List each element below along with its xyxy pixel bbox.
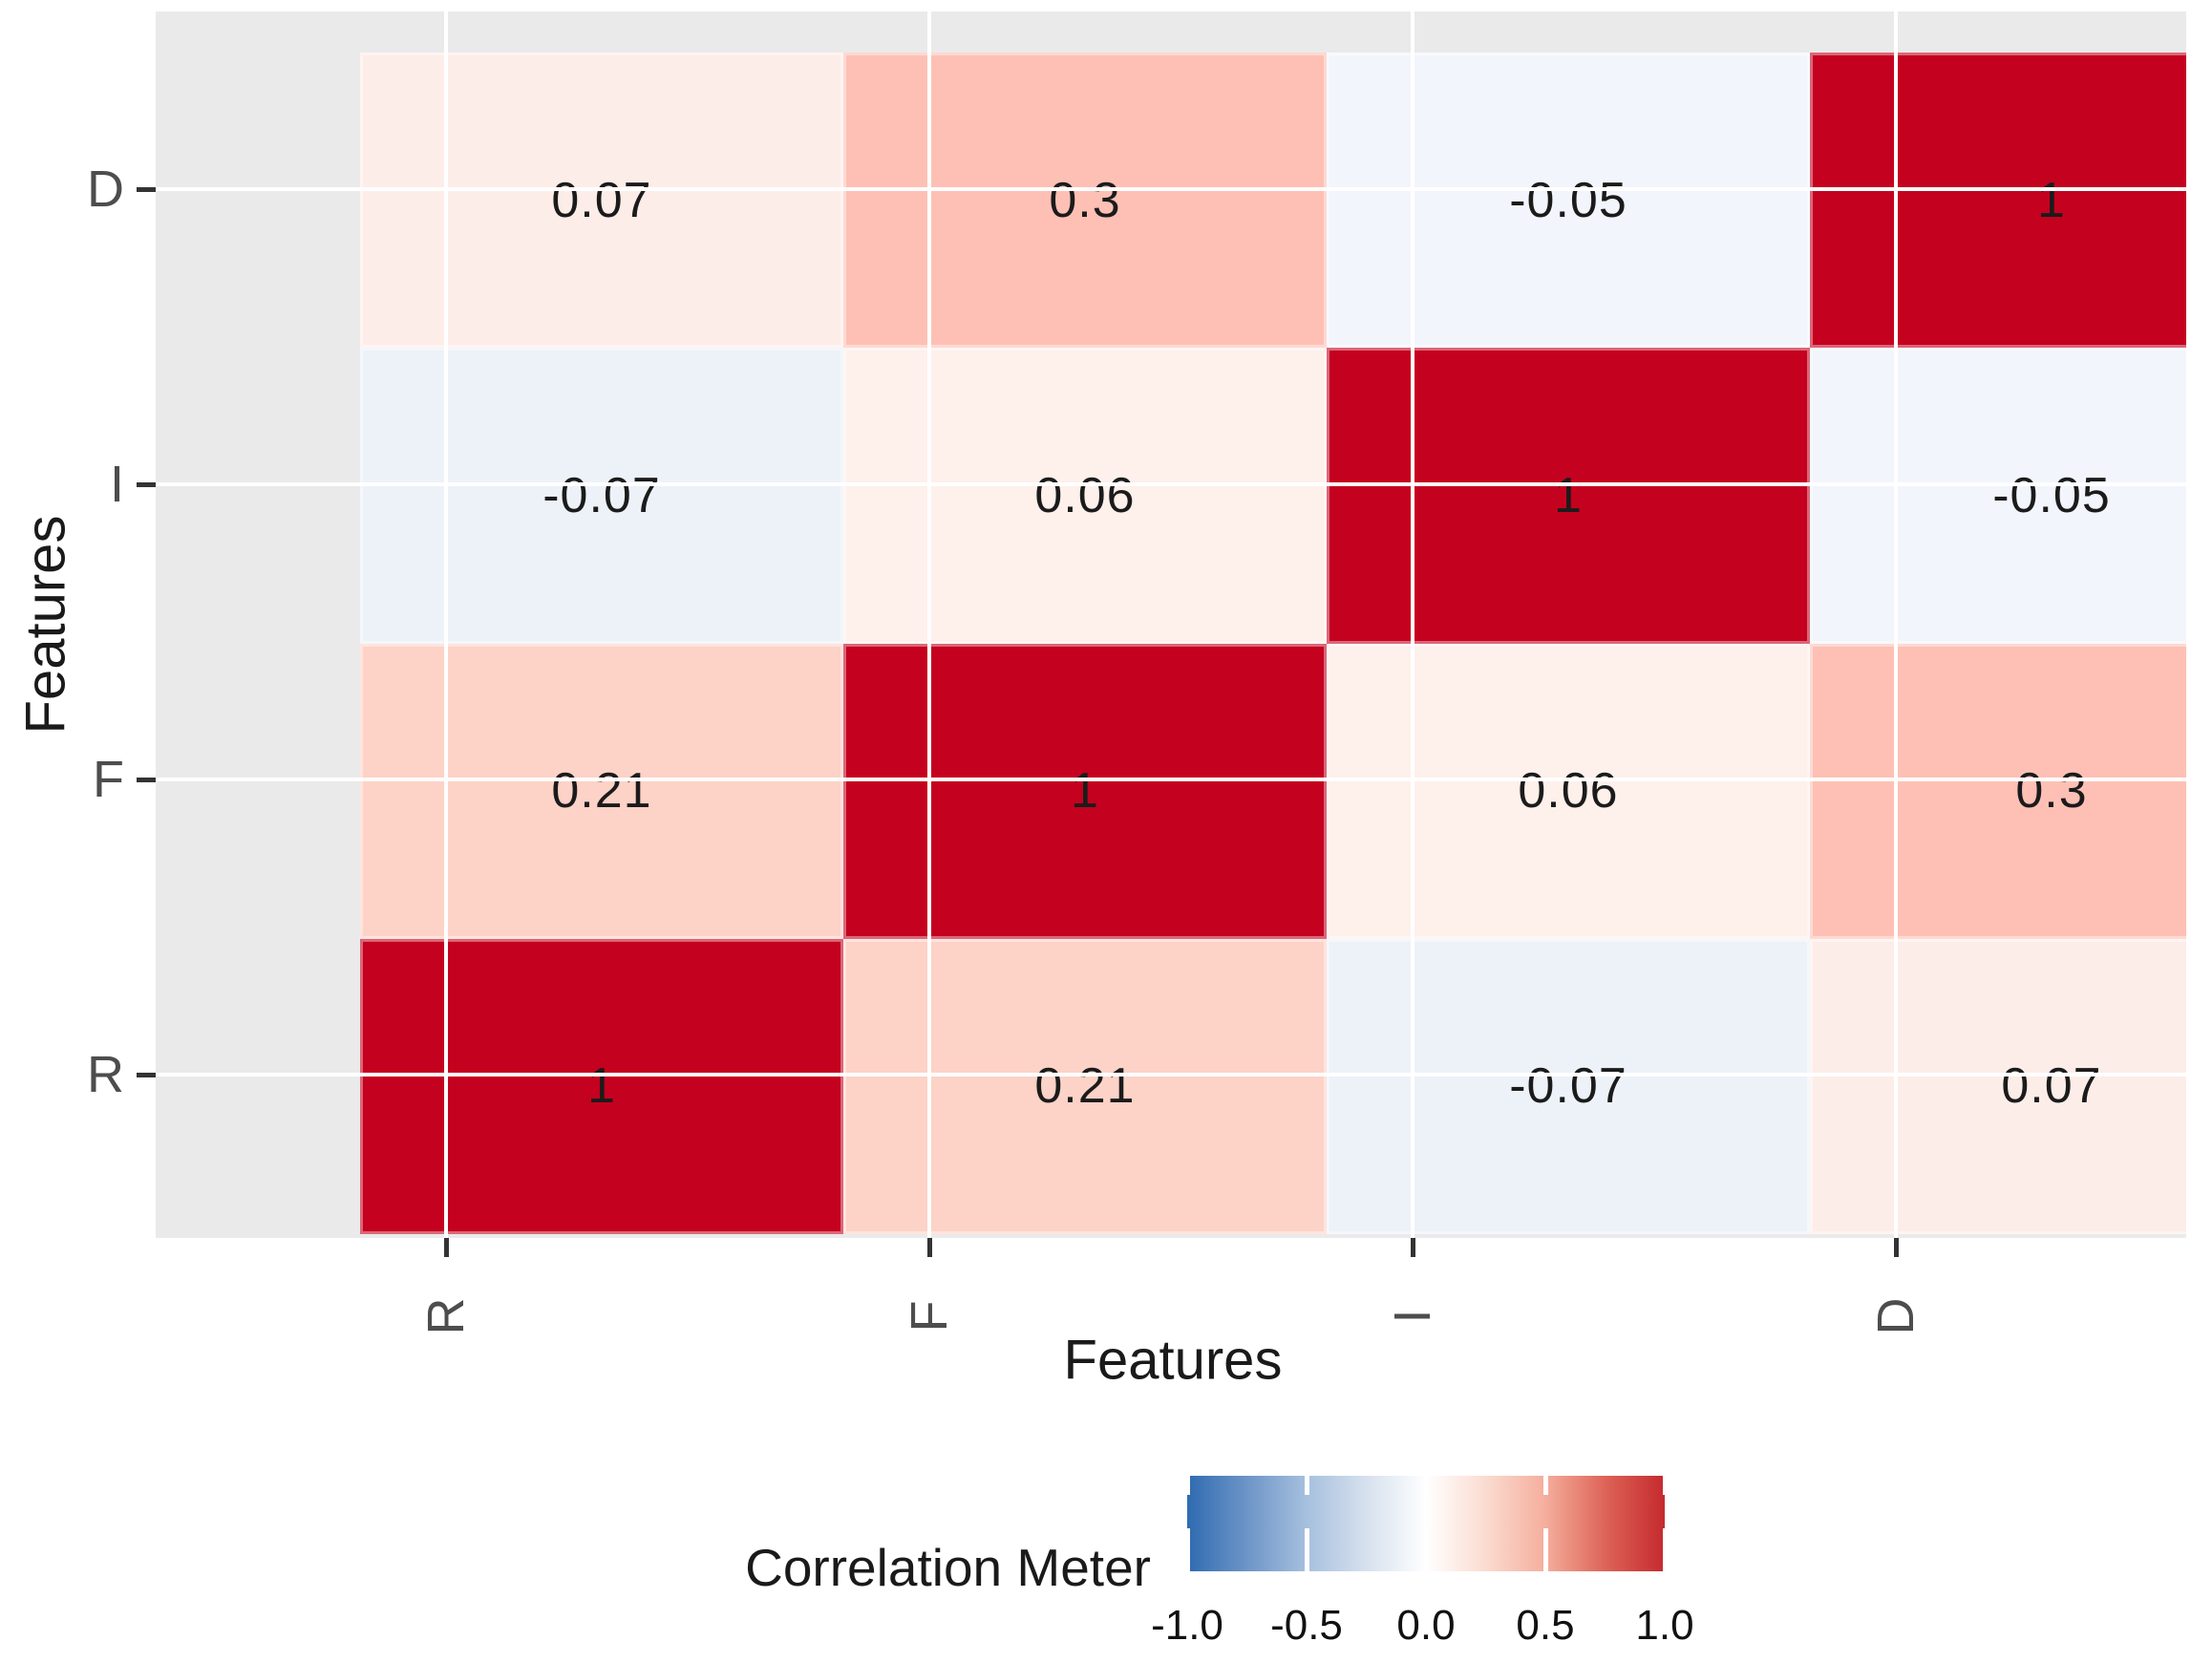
x-axis-tick-mark (927, 1238, 932, 1257)
plot-panel: 0.07 0.3 -0.05 1 -0.07 0.06 1 -0.05 0.21 1 0.06 0.3… (156, 11, 2186, 1238)
gridline-vertical (444, 11, 448, 1238)
gridline-vertical (927, 11, 931, 1238)
heatmap-cell-I-F: 0.06 (843, 348, 1327, 644)
heatmap-cell-R-R: 1 (360, 938, 843, 1234)
x-axis-title: Features (1063, 1329, 1283, 1392)
heatmap-cell-I-I: 1 (1327, 348, 1810, 644)
heatmap-cell-D-F: 0.3 (843, 53, 1327, 349)
legend-tick-label: 0.0 (1396, 1602, 1456, 1649)
legend-tick-mark (1305, 1476, 1309, 1495)
gridline-vertical (1894, 11, 1898, 1238)
cell-value: -0.05 (1509, 172, 1627, 228)
x-axis-tick-label: R (417, 1297, 475, 1335)
heatmap-cell-F-D: 0.3 (1810, 643, 2186, 939)
legend-tick-label: -0.5 (1270, 1602, 1343, 1649)
y-axis-title: Features (14, 515, 77, 735)
gridline-vertical (1411, 11, 1414, 1238)
legend-tick-mark (1185, 1476, 1190, 1495)
heatmap-cell-R-D: 0.07 (1810, 938, 2186, 1234)
heatmap-cell-D-D: 1 (1810, 53, 2186, 349)
heatmap-grid: 0.07 0.3 -0.05 1 -0.07 0.06 1 -0.05 0.21 1 0.06 0.3… (360, 53, 2186, 1234)
cell-value: 0.3 (1049, 172, 1121, 228)
cell-value: 1 (587, 1058, 616, 1115)
cell-value: 1 (2037, 172, 2066, 228)
cell-value: 0.3 (2015, 763, 2088, 820)
y-axis-tick-label: I (109, 456, 124, 513)
gridline-horizontal (156, 482, 2186, 486)
heatmap-cell-D-I: -0.05 (1327, 53, 1810, 349)
heatmap-cell-I-R: -0.07 (360, 348, 843, 644)
cell-value: 0.21 (1034, 1058, 1136, 1115)
legend-title: Correlation Meter (745, 1538, 1151, 1597)
legend-tick-label: -1.0 (1151, 1602, 1223, 1649)
legend-tick-label: 0.5 (1516, 1602, 1575, 1649)
x-axis-tick-label: F (901, 1300, 958, 1333)
cell-value: 0.07 (2001, 1058, 2102, 1115)
legend-tick-mark (1663, 1476, 1668, 1495)
x-axis-tick-label: I (1384, 1309, 1441, 1324)
heatmap-cell-F-R: 0.21 (360, 643, 843, 939)
x-axis-tick-mark (444, 1238, 449, 1257)
legend-tick-mark (1543, 1528, 1548, 1571)
heatmap-cell-F-F: 1 (843, 643, 1327, 939)
cell-value: -0.05 (1992, 467, 2111, 523)
y-axis-tick-mark (137, 1073, 156, 1077)
gridline-horizontal (156, 187, 2186, 191)
cell-value: 1 (1554, 467, 1583, 523)
y-axis-tick-label: D (87, 160, 124, 218)
cell-value: 0.06 (1518, 763, 1619, 820)
legend-tick-mark (1185, 1528, 1190, 1571)
legend-tick-label: 1.0 (1635, 1602, 1694, 1649)
cell-value: 0.07 (551, 172, 652, 228)
heatmap-cell-I-D: -0.05 (1810, 348, 2186, 644)
cell-value: 0.21 (551, 763, 652, 820)
y-axis-tick-mark (137, 482, 156, 487)
cell-value: -0.07 (542, 467, 661, 523)
gridline-horizontal (156, 1073, 2186, 1077)
y-axis-tick-label: R (87, 1046, 124, 1103)
legend-tick-mark (1305, 1528, 1309, 1571)
y-axis-tick-mark (137, 187, 156, 192)
legend-tick-mark (1424, 1476, 1429, 1495)
heatmap-cell-F-I: 0.06 (1327, 643, 1810, 939)
cell-value: 0.06 (1034, 467, 1136, 523)
heatmap-cell-R-F: 0.21 (843, 938, 1327, 1234)
x-axis-tick-mark (1411, 1238, 1415, 1257)
cell-value: 1 (1071, 763, 1099, 820)
gridline-horizontal (156, 778, 2186, 781)
legend-tick-mark (1424, 1528, 1429, 1571)
x-axis-tick-label: D (1867, 1297, 1925, 1335)
heatmap-cell-D-R: 0.07 (360, 53, 843, 349)
cell-value: -0.07 (1509, 1058, 1627, 1115)
legend-tick-mark (1663, 1528, 1668, 1571)
y-axis-tick-mark (137, 778, 156, 782)
heatmap-cell-R-I: -0.07 (1327, 938, 1810, 1234)
x-axis-tick-mark (1894, 1238, 1899, 1257)
legend-tick-mark (1543, 1476, 1548, 1495)
y-axis-tick-label: F (93, 751, 124, 808)
